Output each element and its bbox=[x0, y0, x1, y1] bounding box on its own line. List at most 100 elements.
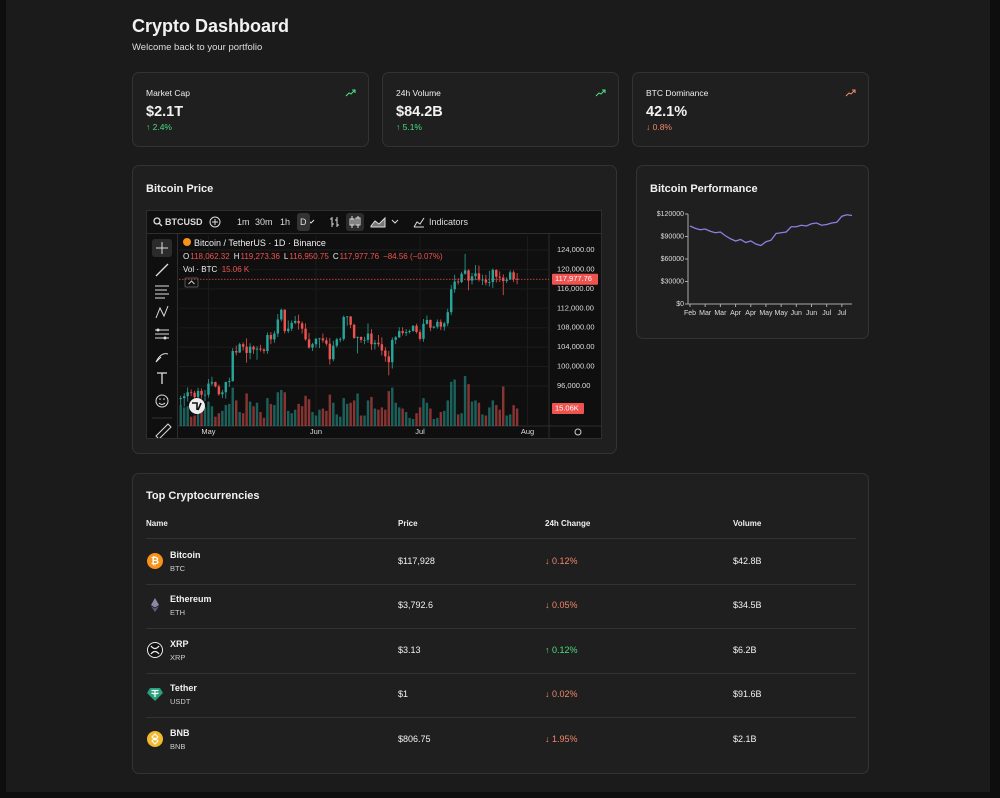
candle-body bbox=[214, 382, 217, 387]
coin-price: $806.75 bbox=[398, 733, 431, 744]
candle-body bbox=[224, 382, 228, 393]
volume-bar bbox=[238, 412, 241, 426]
time-tick-label: Jun bbox=[310, 427, 322, 436]
coin-change: ↑ 0.12% bbox=[545, 644, 578, 655]
coin-price: $3.13 bbox=[398, 644, 421, 655]
volume-bar bbox=[245, 393, 248, 426]
trend-icon bbox=[845, 89, 856, 97]
coin-change: ↓ 0.02% bbox=[545, 689, 578, 700]
y-tick-label: $30000 bbox=[661, 278, 684, 285]
candle-body bbox=[200, 390, 203, 395]
candle-body bbox=[231, 351, 234, 382]
volume-bar bbox=[366, 400, 370, 426]
candle-body bbox=[491, 269, 495, 283]
interval-button[interactable]: 1m bbox=[237, 217, 250, 227]
candle-body bbox=[429, 319, 432, 328]
bar-style-icon[interactable] bbox=[329, 216, 341, 228]
volume-bar bbox=[512, 405, 515, 426]
volume-bar bbox=[408, 417, 411, 426]
coin-volume: $34.5B bbox=[733, 600, 762, 611]
candle-body bbox=[280, 309, 283, 320]
interval-button[interactable]: D bbox=[297, 213, 310, 231]
logo-mark bbox=[192, 402, 202, 411]
candle-style-button[interactable] bbox=[346, 213, 364, 231]
legend-volume: Vol · BTC 15.06 K bbox=[183, 265, 249, 274]
indicators-button[interactable]: Indicators bbox=[429, 217, 469, 227]
candle-body bbox=[370, 333, 373, 345]
stat-card: 24h Volume $84.2B ↑ 5.1% bbox=[382, 72, 619, 147]
volume-bar bbox=[370, 396, 373, 426]
collapse-button[interactable] bbox=[184, 277, 199, 288]
candle-body bbox=[217, 386, 221, 395]
volume-bar bbox=[467, 384, 470, 426]
interval-button[interactable]: 30m bbox=[255, 217, 273, 227]
volume-bar bbox=[380, 407, 384, 426]
dropdown-icon[interactable] bbox=[391, 218, 399, 226]
trend-icon bbox=[345, 89, 356, 97]
volume-bar bbox=[307, 399, 311, 426]
candle-body bbox=[418, 332, 422, 339]
coin-shape bbox=[150, 645, 160, 655]
drawing-tools[interactable] bbox=[147, 234, 177, 440]
volume-bar bbox=[255, 402, 259, 426]
coin-change: ↓ 0.12% bbox=[545, 556, 578, 566]
coin-glyph: ₿ bbox=[151, 555, 159, 567]
legend-ohlc: O118,062.32 H119,273.36 L116,950.75 C117,97… bbox=[183, 252, 443, 261]
settings-icon[interactable] bbox=[574, 428, 582, 436]
volume-bar bbox=[304, 395, 307, 426]
x-tick-label: Apr bbox=[730, 310, 742, 317]
area-style-icon[interactable] bbox=[370, 216, 386, 228]
x-tick-label: Jul bbox=[837, 310, 846, 317]
volume-bar bbox=[502, 386, 505, 426]
table-title: Top Cryptocurrencies bbox=[146, 490, 260, 502]
stat-card: Market Cap $2.1T ↑ 2.4% bbox=[132, 72, 369, 147]
card-title: Bitcoin Price bbox=[146, 183, 214, 195]
candle-body bbox=[387, 356, 391, 363]
volume-bar bbox=[345, 403, 349, 426]
volume-bar bbox=[453, 379, 456, 426]
volume-bar bbox=[283, 392, 286, 426]
candle-body bbox=[252, 346, 255, 350]
table-row: BNB BNB $806.75 ↓ 1.95% $2.1B bbox=[146, 718, 856, 762]
symbol[interactable]: BTCUSD bbox=[165, 217, 203, 227]
candle-body bbox=[314, 338, 318, 345]
volume-bar bbox=[436, 417, 439, 426]
volume-bar bbox=[248, 401, 252, 426]
last-price-tag bbox=[552, 273, 598, 285]
candle-body bbox=[318, 338, 321, 340]
stat-change: ↑ 5.1% bbox=[396, 122, 422, 132]
volume-bar bbox=[200, 409, 203, 426]
volume-bar bbox=[318, 409, 321, 426]
price-tick-label: 116,000.00 bbox=[557, 284, 594, 293]
volume-bar bbox=[422, 398, 425, 426]
candle-body bbox=[380, 344, 384, 351]
column-header: Volume bbox=[733, 519, 762, 528]
candle-body bbox=[245, 346, 248, 353]
coin-bg bbox=[147, 730, 163, 747]
price-tick-label: 104,000.00 bbox=[557, 342, 595, 351]
volume-bar bbox=[449, 381, 453, 426]
volume-value: 15.06 K bbox=[221, 265, 250, 274]
candle-body bbox=[384, 350, 387, 357]
time-tick-label: May bbox=[201, 427, 215, 436]
toolbar: BTCUSD Indicators 1m 30m 1h D bbox=[147, 211, 601, 234]
volume-bar bbox=[377, 409, 380, 426]
table-row: Ethereum ETH $3,792.6 ↓ 0.05% $34.5B bbox=[146, 584, 856, 630]
volume-bar bbox=[446, 400, 449, 426]
coin-symbol: USDT bbox=[170, 697, 191, 707]
candle-body bbox=[484, 279, 488, 283]
volume-bar bbox=[425, 402, 429, 426]
volume-bar bbox=[321, 408, 325, 426]
volume-bar bbox=[325, 410, 328, 426]
search-icon bbox=[153, 217, 163, 227]
volume-bar bbox=[189, 416, 193, 426]
indicators-icon[interactable] bbox=[413, 216, 425, 228]
coin-volume: $6.2B bbox=[733, 644, 757, 655]
compare-icon[interactable] bbox=[209, 216, 221, 228]
candle-body bbox=[297, 320, 300, 324]
candle-body bbox=[290, 322, 293, 329]
candle-body bbox=[481, 279, 484, 281]
interval-button[interactable]: 1h bbox=[280, 217, 291, 227]
coin-change: ↓ 1.95% bbox=[545, 733, 578, 744]
